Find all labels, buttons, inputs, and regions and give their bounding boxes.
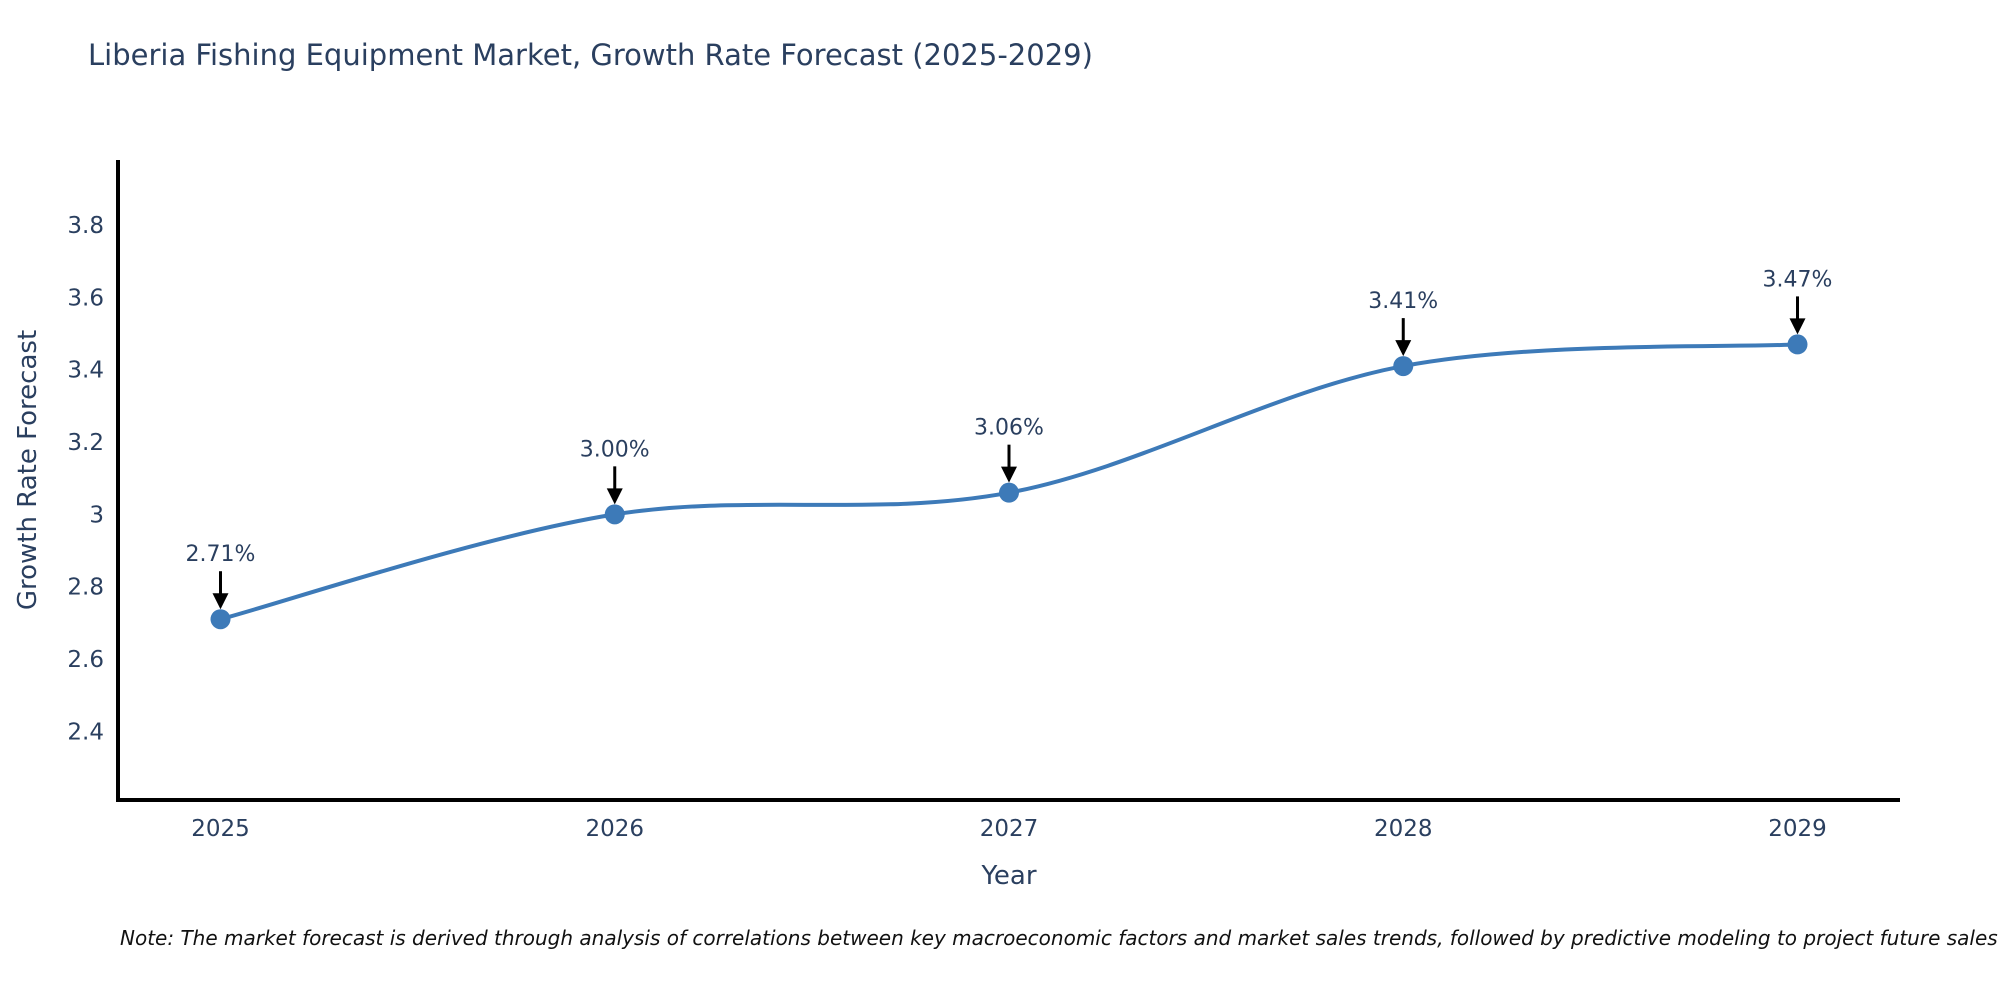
x-tick-label: 2026: [585, 816, 644, 842]
y-tick-label: 3: [89, 502, 104, 528]
x-tick-label: 2028: [1374, 816, 1433, 842]
annotation-arrowhead: [1395, 340, 1412, 357]
x-axis-title: Year: [980, 861, 1036, 891]
chart-footnote: Note: The market forecast is derived thr…: [120, 926, 1998, 950]
point-value-label: 3.00%: [580, 437, 650, 462]
y-tick-label: 3.8: [67, 213, 104, 239]
annotation-arrowhead: [212, 593, 229, 610]
data-point-2028[interactable]: [1393, 356, 1414, 377]
annotation-arrowhead: [606, 488, 623, 505]
point-value-label: 3.41%: [1368, 289, 1438, 314]
y-tick-label: 2.6: [67, 647, 104, 673]
y-tick-label: 2.8: [67, 575, 104, 601]
x-tick-label: 2029: [1768, 816, 1827, 842]
data-point-2025[interactable]: [210, 609, 231, 630]
annotation-arrowhead: [1789, 318, 1806, 335]
data-point-2029[interactable]: [1787, 334, 1808, 355]
annotation-arrowhead: [1001, 466, 1017, 483]
point-value-label: 2.71%: [186, 542, 256, 567]
x-tick-label: 2025: [191, 816, 250, 842]
y-tick-label: 3.4: [67, 358, 104, 384]
data-point-2027[interactable]: [999, 482, 1019, 503]
chart-title: Liberia Fishing Equipment Market, Growth…: [88, 38, 1093, 72]
y-axis-title: Growth Rate Forecast: [13, 330, 43, 610]
y-tick-label: 2.4: [67, 719, 104, 745]
point-value-label: 3.06%: [974, 416, 1044, 441]
y-tick-label: 3.6: [67, 285, 104, 311]
point-value-label: 3.47%: [1763, 267, 1833, 292]
x-tick-label: 2027: [980, 816, 1039, 842]
data-point-2026[interactable]: [604, 504, 625, 525]
y-tick-label: 3.2: [67, 430, 104, 456]
